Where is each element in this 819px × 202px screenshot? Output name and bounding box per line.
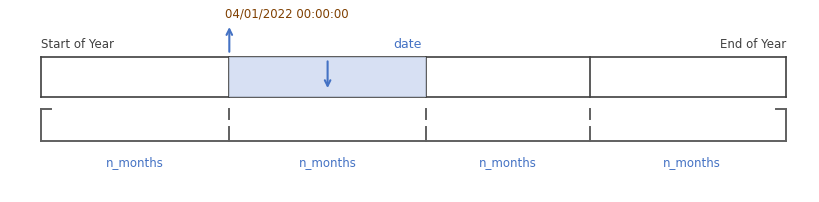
Text: n_months: n_months — [299, 156, 356, 168]
Text: date: date — [393, 38, 422, 50]
Text: n_months: n_months — [106, 156, 164, 168]
Text: n_months: n_months — [479, 156, 536, 168]
Text: End of Year: End of Year — [720, 38, 786, 50]
Text: 04/01/2022 00:00:00: 04/01/2022 00:00:00 — [225, 7, 349, 20]
Text: n_months: n_months — [663, 156, 721, 168]
Bar — [229, 57, 426, 97]
Text: Start of Year: Start of Year — [41, 38, 114, 50]
